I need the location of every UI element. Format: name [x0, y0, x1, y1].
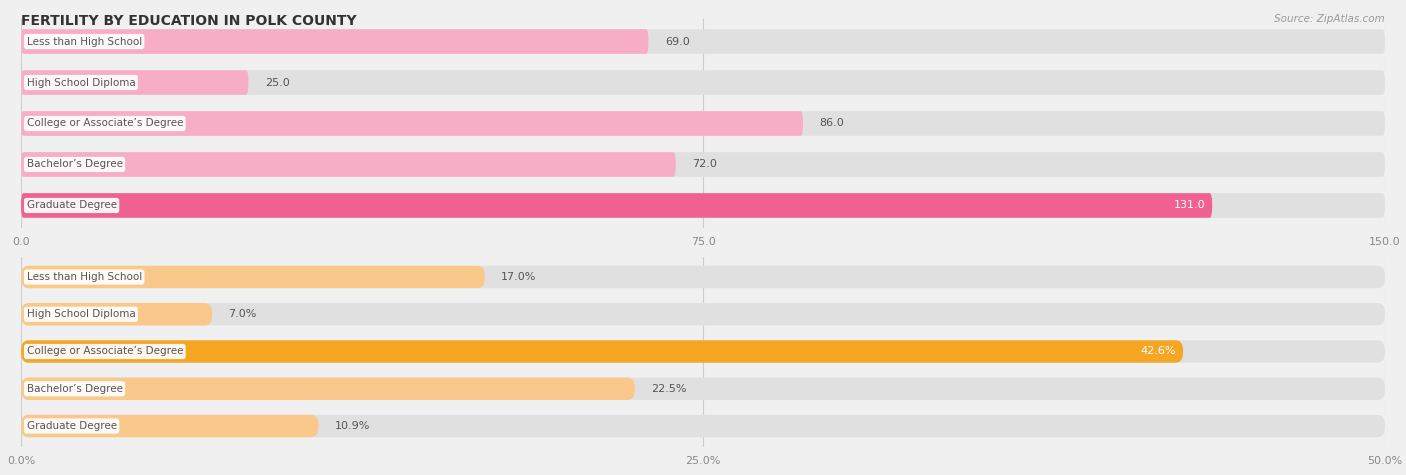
FancyBboxPatch shape [21, 111, 1385, 136]
Text: 7.0%: 7.0% [228, 309, 257, 319]
FancyBboxPatch shape [21, 415, 318, 437]
FancyBboxPatch shape [21, 111, 803, 136]
FancyBboxPatch shape [21, 340, 1385, 363]
FancyBboxPatch shape [21, 303, 212, 325]
Text: FERTILITY BY EDUCATION IN POLK COUNTY: FERTILITY BY EDUCATION IN POLK COUNTY [21, 14, 357, 28]
Text: 131.0: 131.0 [1174, 200, 1205, 210]
FancyBboxPatch shape [21, 193, 1212, 218]
Text: 22.5%: 22.5% [651, 384, 686, 394]
Text: College or Associate’s Degree: College or Associate’s Degree [27, 118, 183, 129]
FancyBboxPatch shape [21, 340, 1182, 363]
FancyBboxPatch shape [21, 29, 1385, 54]
FancyBboxPatch shape [21, 266, 1385, 288]
Text: College or Associate’s Degree: College or Associate’s Degree [27, 346, 183, 357]
FancyBboxPatch shape [21, 152, 676, 177]
Text: Source: ZipAtlas.com: Source: ZipAtlas.com [1274, 14, 1385, 24]
Text: Graduate Degree: Graduate Degree [27, 421, 117, 431]
Text: 17.0%: 17.0% [501, 272, 537, 282]
Text: 10.9%: 10.9% [335, 421, 370, 431]
FancyBboxPatch shape [21, 70, 1385, 95]
FancyBboxPatch shape [21, 70, 249, 95]
FancyBboxPatch shape [21, 415, 1385, 437]
Text: Graduate Degree: Graduate Degree [27, 200, 117, 210]
FancyBboxPatch shape [21, 152, 1385, 177]
Text: 42.6%: 42.6% [1140, 346, 1177, 357]
FancyBboxPatch shape [21, 303, 1385, 325]
FancyBboxPatch shape [21, 378, 636, 400]
Text: Bachelor’s Degree: Bachelor’s Degree [27, 160, 122, 170]
Text: Less than High School: Less than High School [27, 37, 142, 47]
FancyBboxPatch shape [21, 193, 1385, 218]
Text: Less than High School: Less than High School [27, 272, 142, 282]
Text: High School Diploma: High School Diploma [27, 309, 135, 319]
Text: High School Diploma: High School Diploma [27, 77, 135, 87]
FancyBboxPatch shape [21, 378, 1385, 400]
Text: 86.0: 86.0 [820, 118, 844, 129]
Text: 72.0: 72.0 [692, 160, 717, 170]
FancyBboxPatch shape [21, 29, 648, 54]
Text: 69.0: 69.0 [665, 37, 689, 47]
Text: 25.0: 25.0 [264, 77, 290, 87]
FancyBboxPatch shape [21, 266, 485, 288]
Text: Bachelor’s Degree: Bachelor’s Degree [27, 384, 122, 394]
